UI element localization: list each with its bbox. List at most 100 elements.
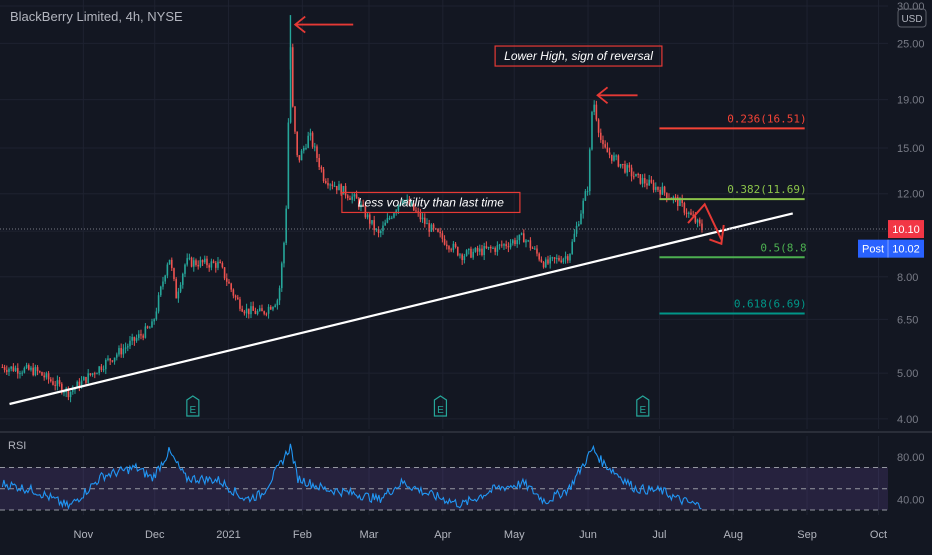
candle-body [291, 47, 294, 107]
rsi-tick-label: 80.00 [897, 452, 925, 464]
candle-body [21, 372, 23, 374]
candle-body [63, 392, 65, 394]
candle-body [676, 197, 679, 207]
candle-body [467, 248, 470, 251]
post-market-tag[interactable]: Post 10.02 [858, 239, 924, 258]
candle-body [188, 257, 191, 259]
candle-body [551, 257, 554, 259]
candle-body [320, 167, 323, 170]
candle-body [104, 359, 107, 370]
candle-body [448, 246, 450, 250]
candle-body [338, 184, 340, 191]
earnings-marker[interactable]: E [636, 395, 650, 417]
annotation-callout[interactable]: Lower High, sign of reversal [494, 45, 663, 67]
rsi-title: RSI [8, 440, 26, 452]
candle-body [692, 214, 694, 217]
candle-body [111, 360, 114, 362]
candle-body [78, 381, 81, 388]
candle-body [533, 248, 536, 250]
candle-body [527, 240, 529, 242]
candle-body [483, 246, 485, 256]
candle-body [346, 195, 349, 199]
candle-body [206, 258, 208, 266]
candle-body [85, 376, 87, 383]
candle-body [349, 198, 351, 200]
candle-body [698, 219, 701, 224]
candle-body [223, 267, 226, 279]
candle-body [672, 196, 675, 200]
price-tick-label: 15.00 [897, 143, 925, 155]
peak-arrow-head [293, 15, 306, 34]
candle-body [43, 375, 45, 378]
annotation-callout[interactable]: Less volatility than last time [341, 191, 521, 214]
candle-body [324, 180, 327, 183]
last-price-bg [888, 220, 924, 239]
candle-body [679, 199, 681, 207]
price-tick-label: 25.00 [897, 38, 925, 50]
rsi-line [1, 443, 702, 511]
candle-body [586, 191, 589, 193]
earnings-marker[interactable]: E [186, 395, 200, 417]
candle-body [256, 311, 259, 314]
earnings-marker[interactable]: E [433, 395, 448, 417]
candle-body [203, 258, 206, 263]
candle-body [91, 373, 94, 375]
trendline[interactable] [9, 212, 794, 406]
candle-body [32, 367, 34, 376]
time-tick-label: Feb [293, 529, 312, 541]
candle-body [236, 297, 239, 300]
candle-body [604, 144, 606, 148]
time-tick-label: Oct [870, 529, 887, 541]
candle-body [687, 212, 690, 214]
candle-body [151, 321, 153, 328]
candle-body [500, 244, 503, 246]
price-panel-bg [0, 0, 888, 429]
time-tick-label: 2021 [216, 529, 240, 541]
candle-body [186, 258, 188, 265]
candle-body [192, 260, 195, 267]
candle-body [89, 373, 92, 375]
candle-body [430, 224, 433, 232]
candle-body [456, 247, 459, 256]
candle-body [148, 327, 151, 329]
candle-body [615, 155, 617, 157]
candle-body [144, 326, 147, 338]
candle-body [225, 278, 228, 282]
candle-body [393, 213, 395, 218]
rsi-panel[interactable] [0, 436, 888, 515]
candle-body [357, 198, 360, 208]
candle-body [173, 268, 175, 280]
candle-body [355, 194, 358, 199]
price-tick-label: 12.00 [897, 189, 925, 201]
currency-badge[interactable]: USD [897, 8, 927, 28]
candle-body [384, 222, 386, 226]
time-tick-label: Jul [652, 529, 666, 541]
candle-body [217, 261, 219, 268]
candle-body [496, 245, 499, 252]
candle-body [630, 167, 633, 177]
candle-body [395, 210, 397, 214]
time-tick-label: Dec [145, 529, 165, 541]
candle-body [344, 186, 347, 196]
last-price-tag[interactable]: 10.10 [888, 220, 924, 239]
candle-body [377, 229, 380, 234]
lower-high-arrow-head [596, 86, 609, 105]
candle-body [131, 336, 133, 341]
earnings-marker-shape [636, 395, 650, 417]
candle-body [263, 311, 265, 314]
candle-body [571, 241, 573, 254]
candle-body [637, 173, 639, 175]
candle-body [584, 191, 587, 201]
candle-body [113, 357, 116, 362]
price-panel[interactable]: 0.236(16.51) 0.382(11.69) 0.5(8.8 0.618(6.6… [0, 0, 932, 433]
candle-body [232, 289, 235, 296]
projection-arrow [687, 202, 725, 246]
candle-body [360, 204, 362, 208]
candle-body [16, 368, 19, 374]
candle-body [335, 185, 338, 191]
candle-body [417, 211, 419, 213]
candle-body [60, 383, 63, 393]
candle-body [318, 157, 320, 168]
candle-body [555, 257, 558, 259]
earnings-marker-label: E [639, 405, 646, 416]
